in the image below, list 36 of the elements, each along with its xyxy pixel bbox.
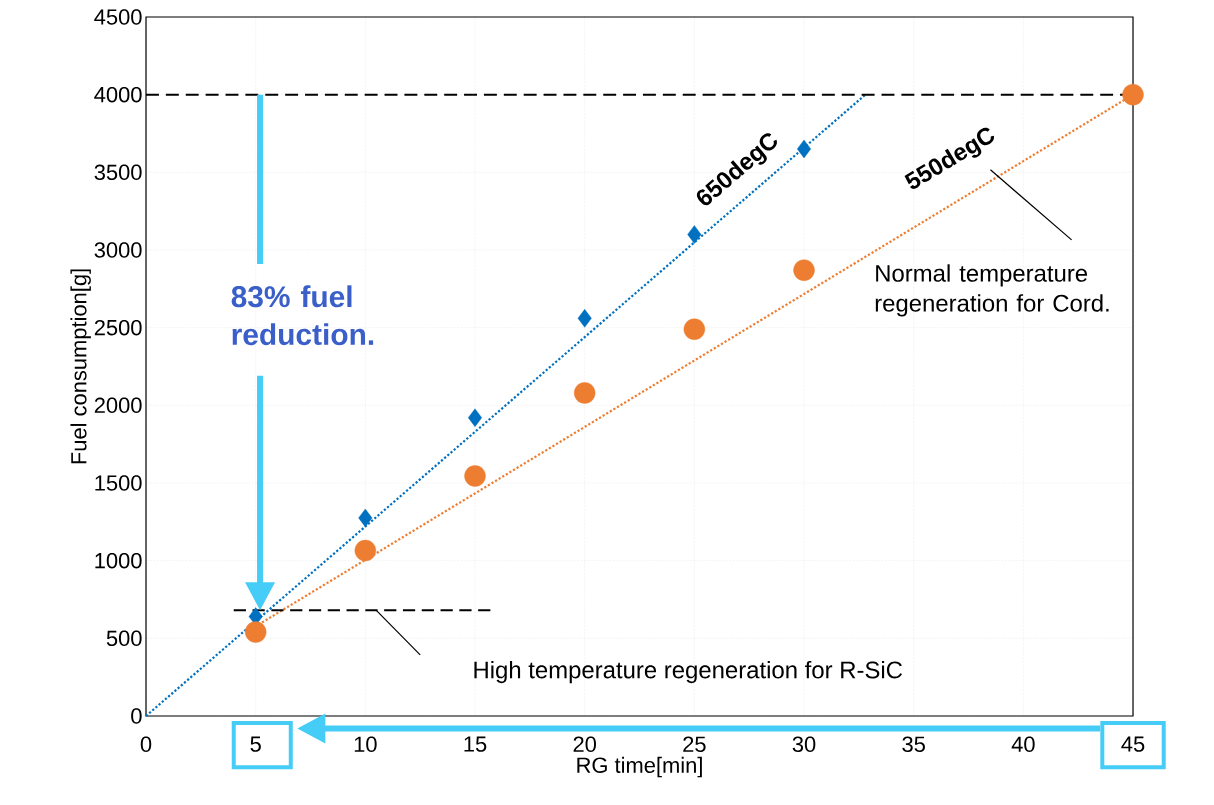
point [358,508,373,528]
point [464,465,486,487]
x-tick-label: 5 [250,736,261,752]
point [683,318,706,340]
point [244,621,267,643]
x-tick-label: 40 [1011,736,1035,753]
x-tick-label: 45 [1121,736,1145,752]
y-tick-label: 500 [106,630,142,647]
y-tick-label: 4000 [94,86,142,103]
y-tick-label: 4500 [94,9,142,25]
x-tick-label: 30 [792,736,816,753]
x-axis-title: RG time[min] [577,756,702,778]
point [468,408,482,427]
annotation: High temperature regeneration for R-SiC [474,660,903,684]
y-tick-label: 3000 [94,242,142,258]
x-tick-label: 15 [464,736,487,752]
point [577,309,592,328]
point [354,539,377,562]
y-axis-title: Fuel consumption[g] [70,269,91,464]
x-tick-label: 20 [573,736,596,753]
x-tick-label: 10 [354,736,377,753]
y-tick-label: 1500 [95,475,142,491]
y-tick-label: 2500 [94,319,142,336]
y-tick-label: 1000 [95,552,142,569]
y-tick-label: 0 [131,708,142,724]
annotation: 83% fuel reduction. [231,285,374,346]
point [797,139,811,159]
point [793,259,815,281]
x-tick-label: 25 [683,736,706,753]
x-tick-label: 35 [902,736,925,753]
y-tick-label: 3500 [94,164,142,181]
point [573,382,596,404]
point [687,225,702,244]
y-tick-label: 2000 [94,397,142,414]
point [1122,83,1144,106]
annotation: Normal temperature regeneration for Cord. [875,264,1109,317]
